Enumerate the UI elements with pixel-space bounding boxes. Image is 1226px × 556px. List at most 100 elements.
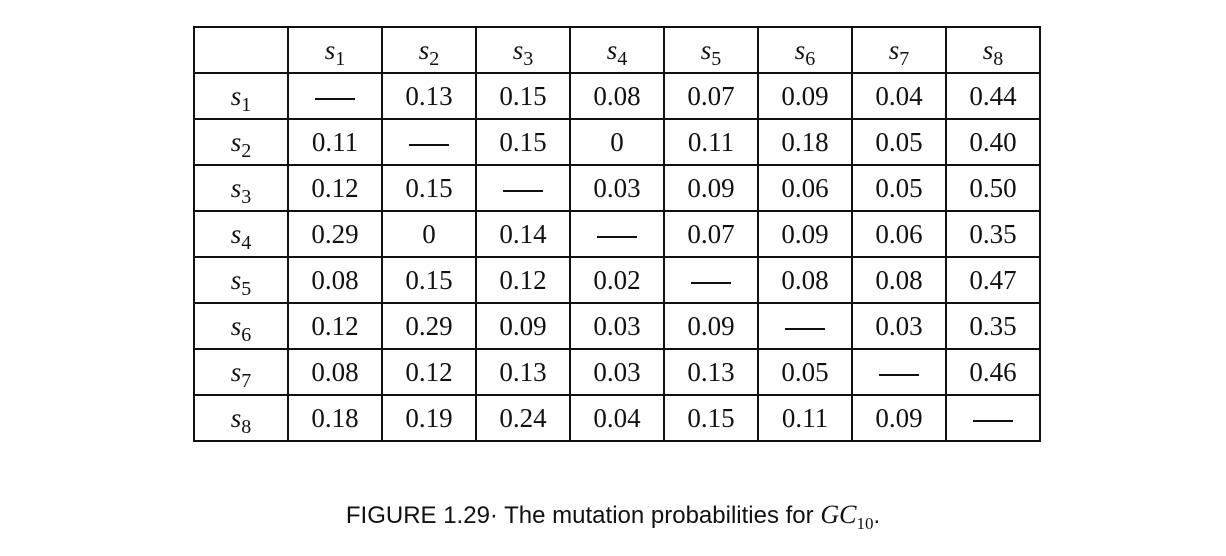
column-header: s4 — [569, 26, 665, 74]
probability-value: 0.46 — [969, 357, 1017, 387]
column-header: s2 — [381, 26, 477, 74]
probability-cell: 0.08 — [757, 256, 853, 304]
probability-value: 0 — [610, 127, 624, 157]
probability-cell: 0.13 — [475, 348, 571, 396]
probability-value: 0.29 — [405, 311, 453, 341]
probability-cell: 0.15 — [475, 118, 571, 166]
probability-value: 0.02 — [593, 265, 641, 295]
probability-value: 0.03 — [593, 311, 641, 341]
probability-value: 0.13 — [499, 357, 547, 387]
probability-cell: 0.08 — [287, 348, 383, 396]
probability-cell: 0.18 — [757, 118, 853, 166]
column-header: s6 — [757, 26, 853, 74]
probability-value: 0.15 — [499, 81, 547, 111]
row-header: s7 — [193, 348, 289, 396]
row-header-base: s — [230, 311, 242, 341]
probability-cell: 0.12 — [287, 164, 383, 212]
probability-value: 0.12 — [499, 265, 547, 295]
column-header: s7 — [851, 26, 947, 74]
probability-cell: 0.08 — [287, 256, 383, 304]
probability-cell: 0.06 — [851, 210, 947, 258]
column-header-sub: 6 — [805, 48, 816, 70]
diagonal-cell — [569, 210, 665, 258]
table-header-row: s1 s2 s3 s4 s5 s6 s7 s8 — [193, 26, 1041, 74]
probability-value: 0.05 — [875, 173, 923, 203]
probability-cell: 0.13 — [663, 348, 759, 396]
column-header-base: s — [794, 35, 806, 65]
probability-value: 0.15 — [687, 403, 735, 433]
probability-cell: 0.05 — [851, 118, 947, 166]
caption-math-base: GC — [820, 500, 857, 529]
probability-cell: 0.29 — [287, 210, 383, 258]
row-header-sub: 7 — [241, 370, 252, 392]
diagonal-cell — [475, 164, 571, 212]
probability-value: 0.15 — [405, 173, 453, 203]
corner-cell — [193, 26, 289, 74]
probability-value: 0.11 — [311, 127, 359, 157]
probability-value: 0.03 — [875, 311, 923, 341]
probability-cell: 0.09 — [851, 394, 947, 442]
column-header-base: s — [888, 35, 900, 65]
probability-cell: 0.08 — [569, 72, 665, 120]
dash-mark — [691, 281, 731, 284]
probability-cell: 0.12 — [475, 256, 571, 304]
probability-cell: 0.15 — [381, 164, 477, 212]
probability-value: 0.40 — [969, 127, 1017, 157]
probability-cell: 0.29 — [381, 302, 477, 350]
probability-cell: 0.12 — [381, 348, 477, 396]
probability-cell: 0.03 — [851, 302, 947, 350]
probability-cell: 0.15 — [475, 72, 571, 120]
probability-value: 0.07 — [687, 81, 735, 111]
probability-value: 0.13 — [687, 357, 735, 387]
probability-value: 0.35 — [969, 219, 1017, 249]
probability-cell: 0.19 — [381, 394, 477, 442]
probability-cell: 0.35 — [945, 210, 1041, 258]
row-header: s3 — [193, 164, 289, 212]
row-header-base: s — [230, 219, 242, 249]
probability-value: 0.12 — [405, 357, 453, 387]
dash-mark — [597, 235, 637, 238]
probability-cell: 0.04 — [569, 394, 665, 442]
probability-value: 0.13 — [405, 81, 453, 111]
diagonal-cell — [851, 348, 947, 396]
probability-value: 0.09 — [687, 173, 735, 203]
probability-value: 0.50 — [969, 173, 1017, 203]
probability-cell: 0.24 — [475, 394, 571, 442]
probability-value: 0.04 — [875, 81, 923, 111]
probability-cell: 0.13 — [381, 72, 477, 120]
probability-value: 0.09 — [687, 311, 735, 341]
probability-cell: 0.03 — [569, 302, 665, 350]
probability-value: 0.18 — [781, 127, 829, 157]
probability-cell: 0.05 — [757, 348, 853, 396]
probability-value: 0.44 — [969, 81, 1017, 111]
probability-value: 0.05 — [875, 127, 923, 157]
row-header: s4 — [193, 210, 289, 258]
row-header-base: s — [230, 81, 242, 111]
table-row: s4 0.29 0 0.14 0.07 0.09 0.06 0.35 — [193, 210, 1041, 258]
row-header-base: s — [230, 265, 242, 295]
probability-cell: 0.35 — [945, 302, 1041, 350]
probability-value: 0.09 — [875, 403, 923, 433]
probability-value: 0.09 — [781, 81, 829, 111]
probability-cell: 0.09 — [757, 72, 853, 120]
column-header-base: s — [512, 35, 524, 65]
row-header-sub: 4 — [241, 232, 252, 254]
row-header-base: s — [230, 357, 242, 387]
probability-value: 0.12 — [311, 173, 359, 203]
probability-cell: 0.15 — [381, 256, 477, 304]
probability-cell: 0 — [569, 118, 665, 166]
dash-mark — [503, 189, 543, 192]
probability-cell: 0.09 — [663, 164, 759, 212]
probability-cell: 0.40 — [945, 118, 1041, 166]
dash-mark — [409, 143, 449, 146]
probability-value: 0.06 — [875, 219, 923, 249]
probability-cell: 0.14 — [475, 210, 571, 258]
dash-mark — [315, 97, 355, 100]
dash-mark — [785, 327, 825, 330]
probability-cell: 0.11 — [287, 118, 383, 166]
table-row: s7 0.08 0.12 0.13 0.03 0.13 0.05 0.46 — [193, 348, 1041, 396]
diagonal-cell — [757, 302, 853, 350]
diagonal-cell — [287, 72, 383, 120]
probability-cell: 0.08 — [851, 256, 947, 304]
figure-caption: FIGURE 1.29· The mutation probabilities … — [0, 500, 1226, 534]
